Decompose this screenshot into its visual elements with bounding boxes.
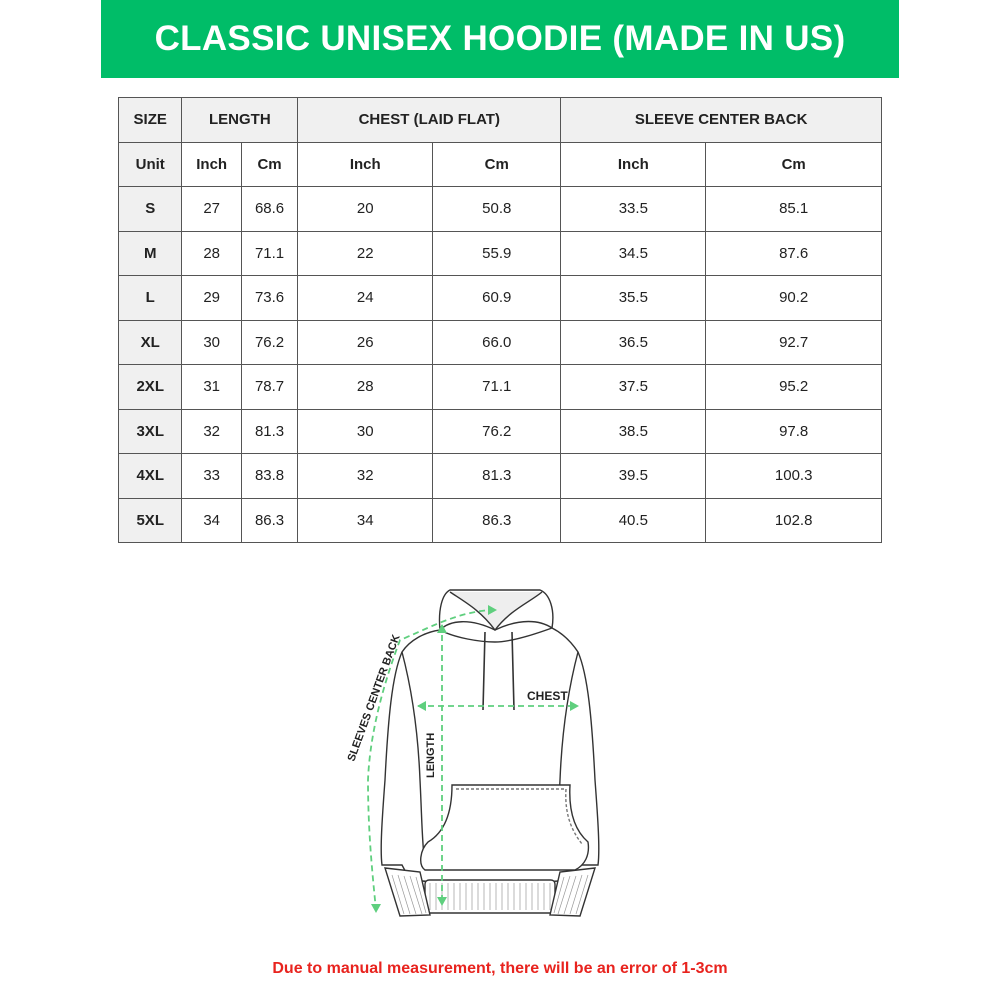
value-cell: 86.3 bbox=[432, 497, 562, 543]
column-group-header: CHEST (LAID FLAT) bbox=[297, 97, 562, 143]
value-cell: 37.5 bbox=[560, 364, 707, 410]
column-group-header: SLEEVE CENTER BACK bbox=[560, 97, 882, 143]
value-cell: 55.9 bbox=[432, 230, 562, 276]
value-cell: 71.1 bbox=[240, 230, 299, 276]
size-cell: L bbox=[117, 275, 183, 321]
value-cell: 28 bbox=[181, 230, 242, 276]
unit-row: Unit Inch Cm Inch Cm Inch Cm bbox=[117, 141, 882, 187]
unit-header: Inch bbox=[297, 141, 434, 187]
value-cell: 95.2 bbox=[705, 364, 882, 410]
value-cell: 34 bbox=[297, 497, 434, 543]
table-row: 3XL 32 81.3 30 76.2 38.5 97.8 bbox=[117, 408, 882, 454]
table-row: M 28 71.1 22 55.9 34.5 87.6 bbox=[117, 230, 882, 276]
table-row: L 29 73.6 24 60.9 35.5 90.2 bbox=[117, 275, 882, 321]
value-cell: 20 bbox=[297, 186, 434, 232]
value-cell: 26 bbox=[297, 319, 434, 365]
table-row: S 27 68.6 20 50.8 33.5 85.1 bbox=[117, 186, 882, 232]
hoodie-diagram: CHEST LENGTH SLEEVES CENTER BACK bbox=[330, 580, 650, 930]
unit-header: Cm bbox=[432, 141, 562, 187]
size-cell: 4XL bbox=[117, 453, 183, 499]
value-cell: 32 bbox=[297, 453, 434, 499]
value-cell: 34 bbox=[181, 497, 242, 543]
column-group-header: LENGTH bbox=[181, 97, 299, 143]
value-cell: 68.6 bbox=[240, 186, 299, 232]
size-chart-table: SIZE LENGTH CHEST (LAID FLAT) SLEEVE CENTER… bbox=[117, 97, 882, 543]
measurement-arrows bbox=[367, 605, 579, 913]
value-cell: 76.2 bbox=[240, 319, 299, 365]
size-cell: 2XL bbox=[117, 364, 183, 410]
value-cell: 30 bbox=[181, 319, 242, 365]
value-cell: 66.0 bbox=[432, 319, 562, 365]
value-cell: 30 bbox=[297, 408, 434, 454]
unit-header: Inch bbox=[181, 141, 242, 187]
value-cell: 40.5 bbox=[560, 497, 707, 543]
value-cell: 31 bbox=[181, 364, 242, 410]
value-cell: 22 bbox=[297, 230, 434, 276]
size-cell: 3XL bbox=[117, 408, 183, 454]
value-cell: 32 bbox=[181, 408, 242, 454]
hoodie-outline bbox=[380, 589, 600, 917]
value-cell: 38.5 bbox=[560, 408, 707, 454]
value-cell: 92.7 bbox=[705, 319, 882, 365]
size-cell: 5XL bbox=[117, 497, 183, 543]
size-cell: M bbox=[117, 230, 183, 276]
value-cell: 24 bbox=[297, 275, 434, 321]
value-cell: 36.5 bbox=[560, 319, 707, 365]
value-cell: 83.8 bbox=[240, 453, 299, 499]
value-cell: 78.7 bbox=[240, 364, 299, 410]
value-cell: 81.3 bbox=[432, 453, 562, 499]
value-cell: 39.5 bbox=[560, 453, 707, 499]
unit-header: Cm bbox=[705, 141, 882, 187]
value-cell: 100.3 bbox=[705, 453, 882, 499]
value-cell: 60.9 bbox=[432, 275, 562, 321]
size-cell: S bbox=[117, 186, 183, 232]
value-cell: 34.5 bbox=[560, 230, 707, 276]
value-cell: 29 bbox=[181, 275, 242, 321]
value-cell: 73.6 bbox=[240, 275, 299, 321]
size-cell: XL bbox=[117, 319, 183, 365]
table-row: 5XL 34 86.3 34 86.3 40.5 102.8 bbox=[117, 497, 882, 543]
chest-label: CHEST bbox=[527, 689, 568, 703]
value-cell: 35.5 bbox=[560, 275, 707, 321]
value-cell: 76.2 bbox=[432, 408, 562, 454]
value-cell: 87.6 bbox=[705, 230, 882, 276]
value-cell: 85.1 bbox=[705, 186, 882, 232]
value-cell: 50.8 bbox=[432, 186, 562, 232]
value-cell: 86.3 bbox=[240, 497, 299, 543]
column-group-header: SIZE bbox=[117, 97, 183, 143]
unit-header: Cm bbox=[240, 141, 299, 187]
table-row: 4XL 33 83.8 32 81.3 39.5 100.3 bbox=[117, 453, 882, 499]
title-banner: CLASSIC UNISEX HOODIE (MADE IN US) bbox=[101, 0, 899, 78]
value-cell: 102.8 bbox=[705, 497, 882, 543]
value-cell: 28 bbox=[297, 364, 434, 410]
value-cell: 27 bbox=[181, 186, 242, 232]
group-header-row: SIZE LENGTH CHEST (LAID FLAT) SLEEVE CENTER… bbox=[117, 97, 882, 143]
measurement-note: Due to manual measurement, there will be… bbox=[272, 960, 728, 977]
length-label: LENGTH bbox=[425, 733, 437, 778]
table-row: 2XL 31 78.7 28 71.1 37.5 95.2 bbox=[117, 364, 882, 410]
table-row: XL 30 76.2 26 66.0 36.5 92.7 bbox=[117, 319, 882, 365]
unit-header: Inch bbox=[560, 141, 707, 187]
value-cell: 81.3 bbox=[240, 408, 299, 454]
value-cell: 71.1 bbox=[432, 364, 562, 410]
page-title: CLASSIC UNISEX HOODIE (MADE IN US) bbox=[154, 19, 846, 58]
value-cell: 90.2 bbox=[705, 275, 882, 321]
unit-header: Unit bbox=[117, 141, 183, 187]
value-cell: 97.8 bbox=[705, 408, 882, 454]
value-cell: 33.5 bbox=[560, 186, 707, 232]
value-cell: 33 bbox=[181, 453, 242, 499]
